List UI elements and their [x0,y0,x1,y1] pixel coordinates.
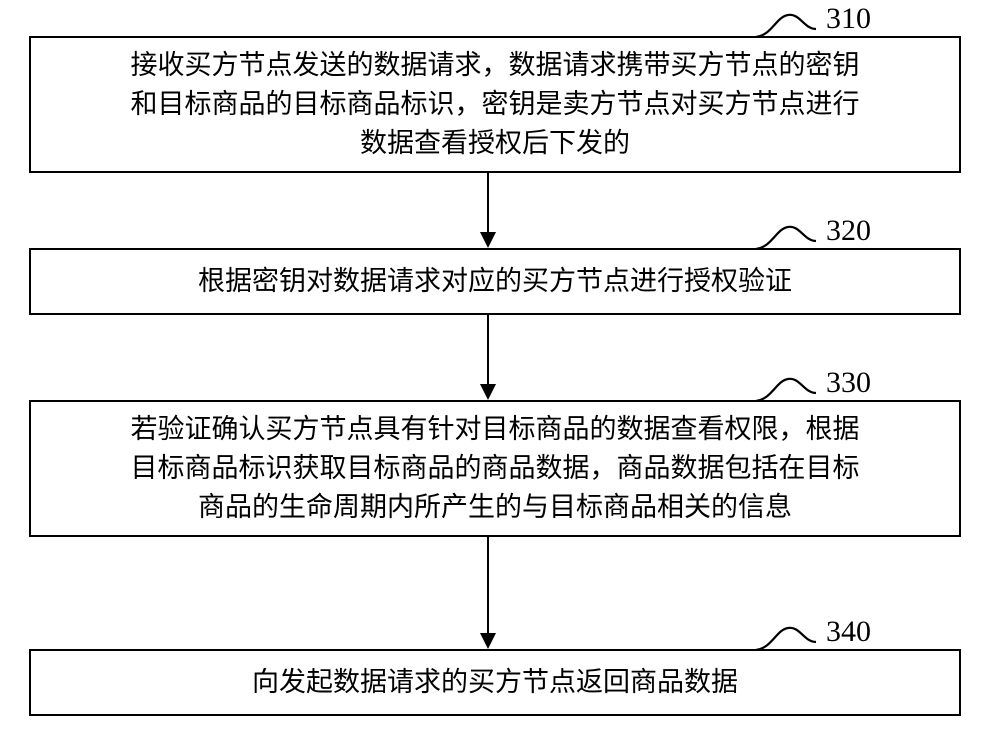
flow-node-330-text: 若验证确认买方节点具有针对目标商品的数据查看权限，根据 目标商品标识获取目标商品… [131,410,860,527]
flowchart-canvas: 接收买方节点发送的数据请求，数据请求携带买方节点的密钥 和目标商品的目标商品标识… [0,0,1000,749]
flow-node-330: 若验证确认买方节点具有针对目标商品的数据查看权限，根据 目标商品标识获取目标商品… [29,400,961,537]
label-curve-340 [754,622,818,652]
step-label-310: 310 [826,2,871,36]
label-curve-330 [754,373,818,403]
step-label-340: 340 [826,615,871,649]
flow-node-310: 接收买方节点发送的数据请求，数据请求携带买方节点的密钥 和目标商品的目标商品标识… [29,36,961,173]
flow-node-340-text: 向发起数据请求的买方节点返回商品数据 [252,663,738,702]
flow-node-340: 向发起数据请求的买方节点返回商品数据 [29,649,961,716]
step-label-320: 320 [826,214,871,248]
arrow-320-330 [478,315,498,400]
flow-node-320-text: 根据密钥对数据请求对应的买方节点进行授权验证 [198,262,792,301]
step-label-330: 330 [826,366,871,400]
arrow-330-340 [478,537,498,649]
flow-node-320: 根据密钥对数据请求对应的买方节点进行授权验证 [29,248,961,315]
label-curve-320 [754,221,818,251]
label-curve-310 [754,9,818,39]
flow-node-310-text: 接收买方节点发送的数据请求，数据请求携带买方节点的密钥 和目标商品的目标商品标识… [131,46,860,163]
arrow-310-320 [478,173,498,248]
